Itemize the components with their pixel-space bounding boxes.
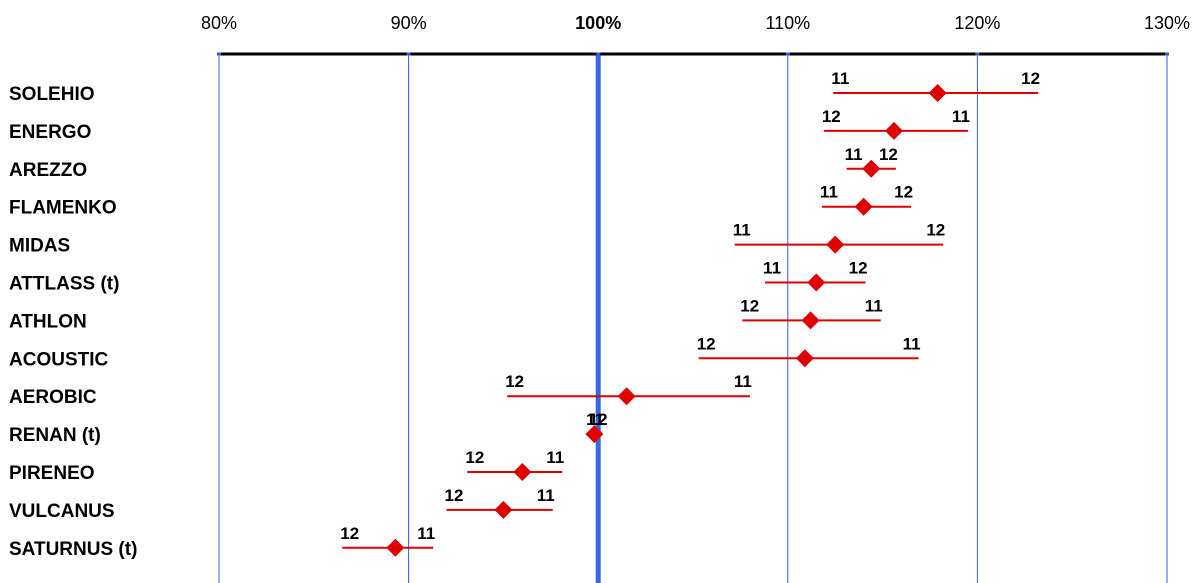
category-label: PIRENEO (9, 463, 95, 484)
range-left-label: 11 (820, 183, 838, 202)
value-marker (585, 425, 604, 444)
x-tick-label: 130% (1144, 13, 1190, 33)
category-label: ACOUSTIC (9, 349, 109, 370)
range-left-label: 11 (845, 145, 863, 164)
value-markers (386, 84, 947, 557)
x-tick-label: 100% (575, 13, 621, 33)
category-label: ATTLASS (t) (9, 274, 119, 295)
range-right-label: 12 (894, 183, 913, 202)
category-label: ENERGO (9, 122, 91, 143)
category-label: SATURNUS (t) (9, 539, 137, 560)
range-lines (342, 92, 1039, 549)
category-label: AEROBIC (9, 387, 97, 408)
range-right-label: 12 (849, 259, 868, 278)
category-label: AREZZO (9, 160, 87, 181)
range-right-label: 11 (952, 107, 970, 126)
range-left-label: 12 (445, 486, 464, 505)
range-right-label: 11 (417, 524, 435, 543)
category-label: ATHLON (9, 311, 87, 332)
value-marker (513, 463, 532, 481)
category-labels: SOLEHIO ENERGO AREZZO FLAMENKO MIDAS ATTLASS … (9, 84, 137, 560)
range-right-label: 11 (546, 448, 564, 467)
x-tick-label: 110% (765, 13, 810, 33)
category-label: FLAMENKO (9, 198, 117, 219)
range-right-label: 11 (903, 334, 921, 353)
range-left-label: 11 (763, 259, 781, 278)
range-right-label: 12 (1021, 69, 1040, 88)
x-tick-label: 120% (954, 13, 1000, 33)
range-left-label: 12 (465, 448, 484, 467)
category-label: VULCANUS (9, 501, 115, 522)
x-tick-label: 90% (391, 13, 427, 33)
value-marker (862, 159, 881, 178)
range-right-label: 12 (879, 145, 898, 164)
range-left-label: 12 (822, 107, 841, 126)
gridlines (217, 52, 1169, 583)
range-left-label: 12 (697, 334, 716, 353)
category-label: RENAN (t) (9, 425, 101, 446)
range-left-label: 11 (831, 69, 849, 88)
value-marker (494, 500, 513, 519)
range-left-label: 11 (733, 221, 751, 240)
value-marker (801, 311, 820, 330)
range-right-label: 11 (537, 486, 555, 505)
value-marker (826, 235, 845, 254)
value-marker (386, 538, 405, 557)
range-right-label: 12 (926, 221, 945, 240)
range-left-label: 12 (740, 296, 759, 315)
range-right-label: 11 (586, 410, 604, 429)
value-marker (884, 121, 903, 140)
x-axis-tick-labels: 80% 90% 100% 110% 120% 130% (201, 13, 1190, 33)
range-right-label: 11 (865, 296, 883, 315)
range-left-label: 12 (589, 410, 608, 429)
range-left-label: 12 (340, 524, 359, 543)
value-marker (854, 197, 873, 216)
category-label: SOLEHIO (9, 84, 95, 105)
value-marker (928, 84, 947, 102)
value-marker (617, 387, 636, 406)
value-marker (807, 273, 826, 292)
x-tick-label: 80% (201, 13, 237, 33)
range-left-label: 12 (505, 372, 524, 391)
category-label: MIDAS (9, 236, 70, 257)
value-marker (795, 349, 814, 368)
range-right-label: 11 (734, 372, 752, 391)
